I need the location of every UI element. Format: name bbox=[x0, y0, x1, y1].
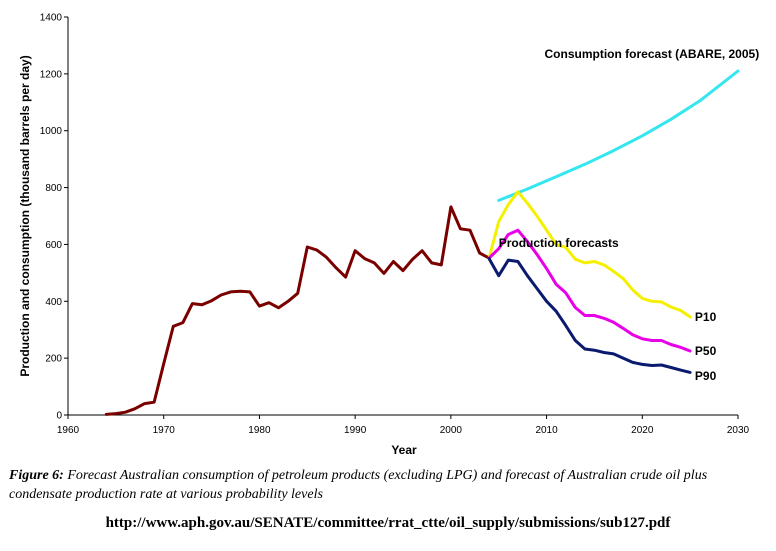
x-tick-label: 2010 bbox=[535, 425, 558, 436]
series-p50-line bbox=[487, 228, 692, 353]
y-tick-label: 1200 bbox=[40, 69, 63, 80]
caption-text: Forecast Australian consumption of petro… bbox=[9, 468, 708, 502]
x-tick-label: 2020 bbox=[631, 425, 654, 436]
x-tick-label: 1970 bbox=[153, 425, 176, 436]
y-tick-label: 1000 bbox=[40, 126, 63, 137]
annotation-label: P10 bbox=[695, 310, 717, 324]
series-p90-line bbox=[487, 257, 692, 374]
chart-annotations: Consumption forecast (ABARE, 2005) Produc… bbox=[499, 47, 759, 383]
source-url: http://www.aph.gov.au/SENATE/committee/r… bbox=[105, 515, 671, 531]
x-tick-label: 2000 bbox=[440, 425, 463, 436]
y-tick-label: 0 bbox=[56, 411, 62, 422]
y-tick-label: 1400 bbox=[40, 13, 63, 24]
annotation-label: Consumption forecast (ABARE, 2005) bbox=[545, 47, 760, 61]
x-axis-title: Year bbox=[391, 443, 417, 457]
annotation-label: Production forecasts bbox=[499, 236, 619, 250]
annotation-label: P50 bbox=[695, 344, 717, 358]
line-chart: 0 200 400 600 800 1000 1200 1400 1960 1970 1980 199… bbox=[18, 13, 759, 458]
chart-series bbox=[104, 69, 740, 416]
figure-caption: Figure 6: Forecast Australian consumptio… bbox=[9, 466, 769, 504]
y-tick-label: 200 bbox=[45, 354, 62, 365]
annotation-label: P90 bbox=[695, 369, 717, 383]
y-axis-title: Production and consumption (thousand bar… bbox=[18, 55, 32, 376]
y-tick-label: 600 bbox=[45, 240, 62, 251]
chart-axes: 0 200 400 600 800 1000 1200 1400 1960 1970 1980 199… bbox=[40, 13, 750, 437]
y-tick-label: 800 bbox=[45, 183, 62, 194]
x-tick-label: 1990 bbox=[344, 425, 367, 436]
caption-label: Figure 6: bbox=[9, 468, 64, 483]
x-tick-label: 1980 bbox=[248, 425, 271, 436]
x-tick-label: 2030 bbox=[727, 425, 750, 436]
y-tick-label: 400 bbox=[45, 297, 62, 308]
series-historical-production-line bbox=[104, 205, 491, 416]
series-consumption-forecast-abare-2005-line bbox=[497, 69, 740, 202]
x-tick-label: 1960 bbox=[57, 425, 80, 436]
series-p10-line bbox=[487, 190, 692, 319]
